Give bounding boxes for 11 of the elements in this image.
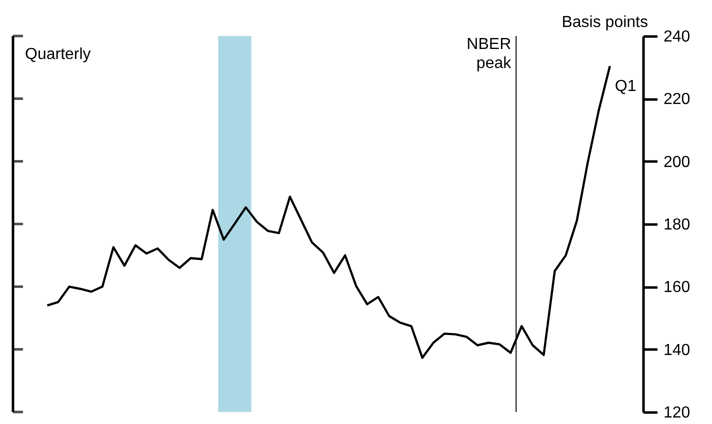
annotation: Q1 — [614, 78, 636, 95]
text: Basis points — [562, 14, 648, 31]
annotation: NBER peak — [466, 36, 512, 72]
y-tick-label: 120 — [664, 404, 690, 422]
y-tick-label: 140 — [664, 342, 690, 359]
y-tick-label: 240 — [664, 28, 690, 46]
y-tick-label: 200 — [664, 154, 690, 171]
y-tick-label: 220 — [664, 91, 690, 108]
annotation: Quarterly — [25, 46, 91, 63]
y-tick-label: 180 — [664, 216, 690, 234]
y-tick-label: 160 — [664, 279, 690, 296]
